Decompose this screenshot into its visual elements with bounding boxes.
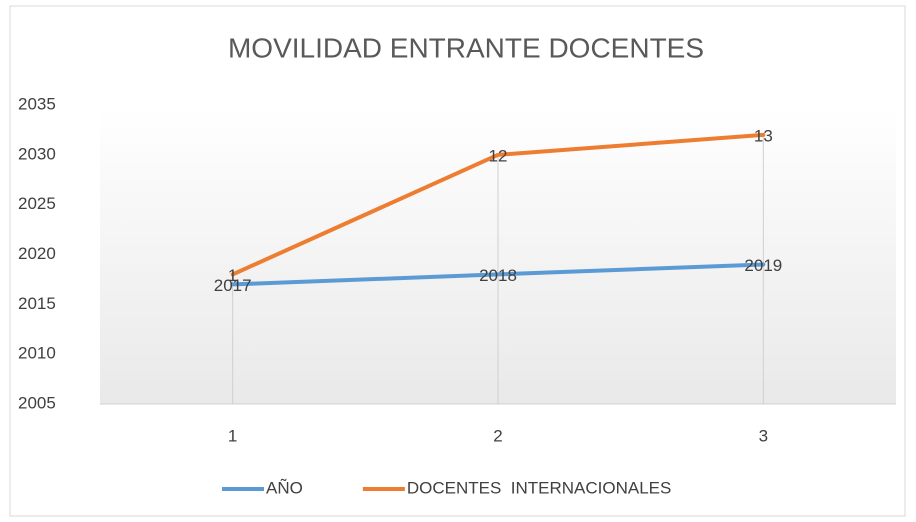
- legend-label: DOCENTES INTERNACIONALES: [407, 478, 672, 497]
- y-tick-label: 2015: [18, 294, 56, 313]
- data-label: 1: [228, 266, 237, 285]
- y-tick-label: 2030: [18, 144, 56, 163]
- legend-label: AÑO: [266, 478, 303, 497]
- y-tick-label: 2035: [18, 94, 56, 113]
- chart-title: MOVILIDAD ENTRANTE DOCENTES: [228, 32, 704, 63]
- x-tick-label: 1: [228, 426, 237, 445]
- x-tick-label: 2: [493, 426, 502, 445]
- data-label: 2017: [214, 276, 252, 295]
- y-tick-label: 2010: [18, 344, 56, 363]
- x-tick-label: 3: [759, 426, 768, 445]
- y-tick-label: 2020: [18, 244, 56, 263]
- data-label: 13: [754, 126, 773, 145]
- y-tick-label: 2005: [18, 393, 56, 412]
- data-label: 2019: [744, 256, 782, 275]
- series-line: [230, 132, 766, 277]
- y-tick-label: 2025: [18, 194, 56, 213]
- data-label: 12: [489, 146, 508, 165]
- series-line: [230, 262, 766, 287]
- data-label: 2018: [479, 266, 517, 285]
